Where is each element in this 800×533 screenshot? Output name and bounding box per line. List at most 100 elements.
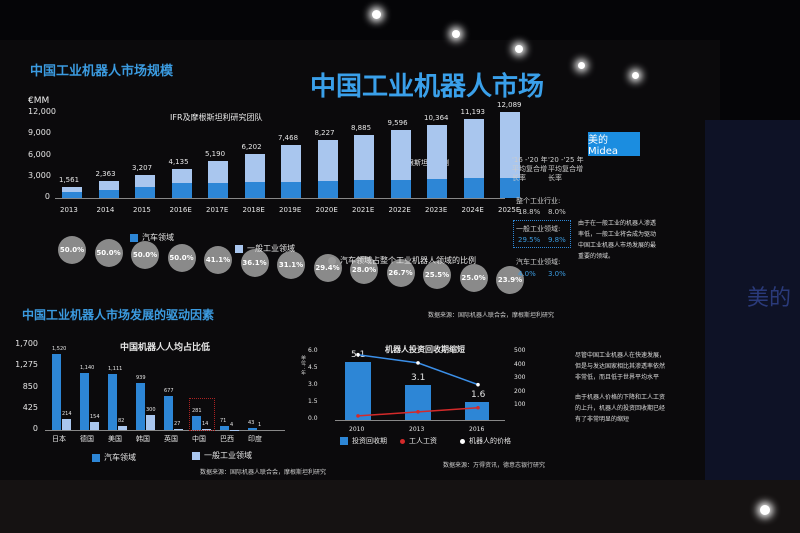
x-tick: 2019E <box>279 206 302 214</box>
x-axis <box>335 420 505 421</box>
bar-general <box>390 130 411 180</box>
stage-light <box>372 10 381 19</box>
value-label: 9,596 <box>387 119 408 128</box>
cagr-col1-header: '16 -'20 年平均复合增长率 <box>512 156 548 182</box>
value-label: 300 <box>146 407 156 413</box>
cagr-row-label: 汽车工业领域: <box>516 258 561 266</box>
y-tick: 3,000 <box>28 170 51 180</box>
bar-general <box>62 419 71 430</box>
payback-title: 机器人投资回收期缩短 <box>385 345 465 354</box>
y-tick: 0 <box>44 192 50 201</box>
legend-swatch-auto <box>130 233 138 242</box>
bar-general <box>317 139 338 181</box>
value-label: 1.6 <box>471 389 486 400</box>
market-source: 数据来源：国际机器人联合会，摩根斯坦利研究 <box>428 312 555 319</box>
bar-general <box>244 154 265 183</box>
x-tick: 2016 <box>469 426 485 433</box>
y2-tick: 500 <box>514 347 526 354</box>
bar-auto <box>80 373 89 430</box>
side-wall: 美的 <box>705 120 800 500</box>
bar-general <box>98 181 119 190</box>
y-axis-label: 单位：年 <box>300 355 306 375</box>
y-tick: 1.5 <box>308 398 318 405</box>
y-tick: 1,275 <box>15 360 38 370</box>
payback-source: 数据来源：万得资讯，德意志银行研究 <box>443 462 546 469</box>
share-circle: 50.0% <box>58 236 86 264</box>
share-circle: 23.9% <box>496 266 524 294</box>
share-circle: 50.0% <box>94 238 123 267</box>
value-label: 71 <box>220 418 227 425</box>
value-label: 1,111 <box>108 366 123 373</box>
share-circle: 31.1% <box>277 251 305 279</box>
bar-general <box>90 422 99 430</box>
x-tick: 2014 <box>96 206 115 214</box>
value-label: 11,193 <box>460 107 486 116</box>
driver-bullet: 由于机器人价格的下降和工人工资的上升，机器人的投资回收期已经有了非常明显的缩短 <box>575 394 666 423</box>
price-line <box>357 353 479 386</box>
stage-light <box>515 45 523 53</box>
legend-payback-swatch <box>340 437 348 445</box>
stage-light <box>760 505 770 515</box>
y-tick: 1,700 <box>15 339 38 348</box>
x-tick: 日本 <box>52 435 66 443</box>
bar-auto <box>164 396 173 430</box>
share-circle: 28.0% <box>350 256 378 284</box>
price-line-point <box>476 382 480 387</box>
audience-area <box>0 480 800 533</box>
cagr-highlight-box <box>513 220 571 248</box>
value-label: 8,227 <box>314 128 335 137</box>
bar-general <box>146 415 155 430</box>
bar-general <box>500 112 520 178</box>
cagr-row-label: 整个工业行业: <box>516 197 561 205</box>
bar-auto <box>171 183 192 198</box>
value-label: 154 <box>90 414 100 421</box>
value-label: 3,207 <box>132 164 153 173</box>
legend-auto-label: 汽车领域 <box>142 233 174 242</box>
bar-general <box>354 135 374 181</box>
share-circle: 29.4% <box>313 253 342 282</box>
value-label: 4,135 <box>168 157 189 166</box>
bar-general <box>171 168 192 184</box>
value-label: 1 <box>258 421 262 428</box>
midea-logo: 美的 Midea <box>588 132 640 157</box>
share-circle: 50.0% <box>131 241 159 269</box>
legend-swatch-share <box>328 256 336 265</box>
legend-price-swatch <box>460 438 465 444</box>
value-label: 939 <box>136 375 146 382</box>
value-label: 12,089 <box>497 101 522 110</box>
x-axis <box>55 198 505 199</box>
share-circle: 41.1% <box>204 246 232 274</box>
bar-auto <box>192 415 201 430</box>
x-tick: 2015 <box>133 206 151 214</box>
bar-auto <box>463 178 484 198</box>
value-label: 7,468 <box>278 134 299 143</box>
density-source: 数据来源：国际机器人联合会，摩根斯坦利研究 <box>200 469 327 476</box>
bar-general <box>463 118 484 179</box>
x-tick: 2010 <box>349 426 365 433</box>
cagr-note: 由于在一般工业的机器人渗透率低，一般工业将会成为驱动中国工业机器人市场发展的最重… <box>578 220 657 260</box>
bar-general <box>281 145 301 182</box>
value-label: 1,140 <box>80 365 95 371</box>
bar-auto <box>108 374 117 430</box>
market-unit: €MM <box>28 96 50 106</box>
bar-general <box>118 425 127 430</box>
bar-auto <box>135 186 155 198</box>
payback-bar <box>405 384 431 420</box>
value-label: 3.1 <box>411 372 426 383</box>
share-circle: 36.1% <box>240 248 269 277</box>
share-circle: 25.5% <box>423 261 451 289</box>
y-tick: 0.0 <box>308 415 318 422</box>
value-label: 82 <box>118 417 125 424</box>
value-label: 1,520 <box>52 346 67 352</box>
share-circle: 50.0% <box>167 243 196 272</box>
market-source-team: IFR及摩根斯坦利研究团队 <box>170 113 263 122</box>
x-tick: 2022E <box>388 206 411 214</box>
x-tick: 中国 <box>192 435 206 443</box>
bar-general <box>174 428 183 430</box>
legend-swatch-general <box>192 451 200 460</box>
x-tick: 德国 <box>80 435 94 443</box>
value-label: 43 <box>248 419 255 426</box>
y-tick: 4.5 <box>308 364 318 371</box>
drivers-title: 中国工业机器人市场发展的驱动因素 <box>22 308 215 322</box>
